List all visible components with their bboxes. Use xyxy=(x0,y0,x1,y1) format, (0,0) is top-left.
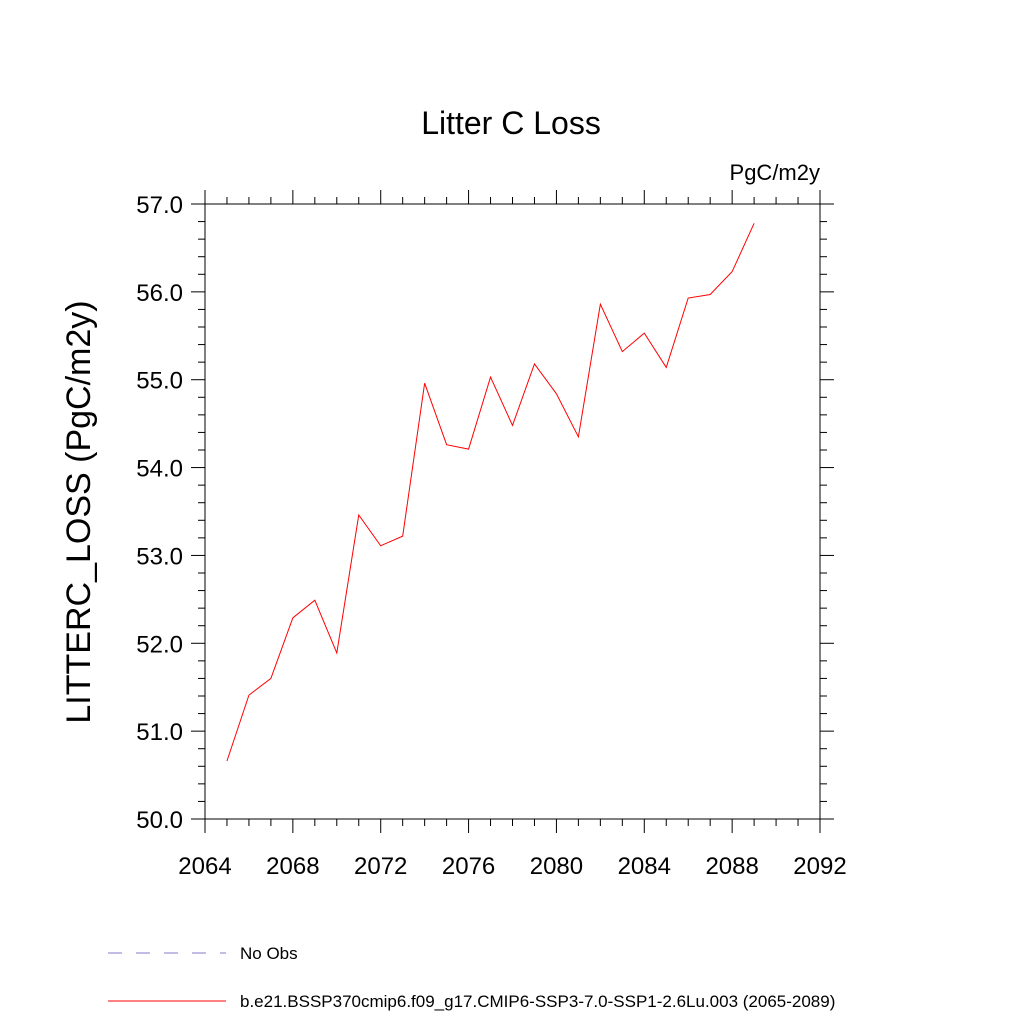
legend-label-model: b.e21.BSSP370cmip6.f09_g17.CMIP6-SSP3-7.… xyxy=(240,992,835,1011)
y-tick-label: 57.0 xyxy=(136,192,183,219)
y-tick-label: 54.0 xyxy=(136,456,183,483)
legend-label-no-obs: No Obs xyxy=(240,944,298,963)
y-tick-label: 56.0 xyxy=(136,280,183,307)
y-tick-label: 52.0 xyxy=(136,631,183,658)
legend: No Obs b.e21.BSSP370cmip6.f09_g17.CMIP6-… xyxy=(108,944,835,1011)
x-tick-label: 2088 xyxy=(705,853,758,880)
data-series xyxy=(226,223,755,762)
x-tick-label: 2080 xyxy=(530,853,583,880)
x-tick-label: 2084 xyxy=(618,853,671,880)
x-tick-label: 2072 xyxy=(354,853,407,880)
y-tick-label: 55.0 xyxy=(136,368,183,395)
axis-tick-labels: 2064 2068 2072 2076 2080 2084 2088 2092 50.0 51.0… xyxy=(136,192,846,880)
plot-frame xyxy=(204,203,821,820)
chart-title: Litter C Loss xyxy=(421,105,601,141)
axis-ticks xyxy=(191,190,834,833)
series-line xyxy=(226,223,755,762)
x-tick-label: 2092 xyxy=(793,853,846,880)
y-tick-label: 50.0 xyxy=(136,807,183,834)
x-tick-label: 2076 xyxy=(442,853,495,880)
x-tick-label: 2068 xyxy=(266,853,319,880)
y-tick-label: 51.0 xyxy=(136,719,183,746)
y-axis-label: LITTERC_LOSS (PgC/m2y) xyxy=(60,300,98,723)
x-tick-label: 2064 xyxy=(178,853,231,880)
units-label: PgC/m2y xyxy=(730,160,820,185)
y-tick-label: 53.0 xyxy=(136,543,183,570)
